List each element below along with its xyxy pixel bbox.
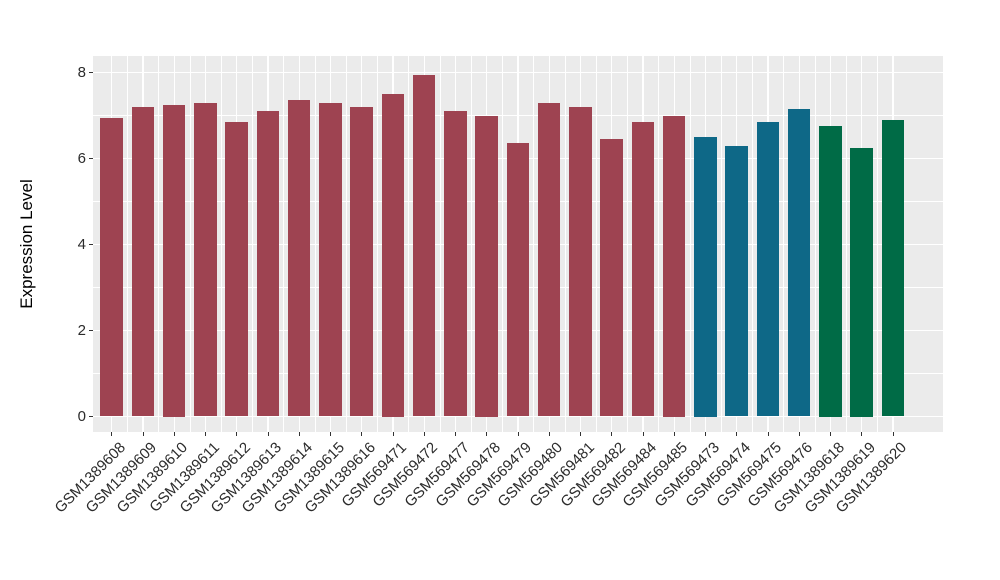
bar-GSM1389612 (225, 121, 248, 417)
x-axis-tick-mark (330, 432, 331, 436)
bar-GSM569476 (787, 109, 811, 417)
y-tick-label: 8 (77, 63, 86, 81)
plot-panel (93, 56, 943, 432)
x-axis-tick-mark (205, 432, 206, 436)
x-axis-tick-mark (548, 432, 550, 436)
bar-GSM569474 (725, 145, 748, 417)
x-axis-tick-mark (830, 432, 831, 436)
bar-GSM569479 (506, 143, 530, 417)
bar-GSM1389618 (819, 126, 842, 417)
bar-GSM1389614 (287, 100, 311, 417)
y-axis-tick-mark (89, 244, 93, 245)
bar-GSM569482 (600, 139, 623, 417)
x-axis-tick-mark (486, 432, 488, 436)
x-axis-tick-mark (642, 432, 644, 436)
bar-GSM1389613 (256, 111, 280, 417)
bar-GSM1389609 (131, 106, 155, 417)
bar-GSM1389619 (850, 147, 873, 417)
bar-GSM1389611 (194, 102, 217, 417)
x-axis-tick-mark (611, 432, 613, 436)
x-axis-tick-mark (861, 432, 863, 436)
x-axis-tick-mark (361, 432, 363, 436)
bar-GSM569473 (694, 137, 717, 417)
x-axis-tick-mark (173, 432, 175, 436)
bar-GSM569484 (631, 121, 655, 417)
x-axis-tick-mark (455, 432, 456, 436)
y-axis-tick-mark (89, 416, 93, 417)
y-tick-label: 0 (77, 407, 86, 425)
x-axis-tick-mark (298, 432, 300, 436)
x-axis-tick-mark (142, 432, 144, 436)
x-axis-tick-mark (798, 432, 800, 436)
bar-GSM1389608 (100, 117, 123, 417)
bar-GSM569481 (569, 106, 592, 417)
x-axis-tick-mark (111, 432, 113, 436)
x-axis-tick-mark (392, 432, 394, 436)
bar-GSM569475 (756, 121, 780, 417)
bar-GSM1389620 (881, 119, 905, 417)
bar-GSM569485 (662, 115, 686, 417)
x-axis-tick-mark (892, 432, 894, 436)
bar-GSM569480 (537, 102, 561, 417)
bar-GSM1389615 (319, 102, 342, 417)
x-axis-tick-mark (423, 432, 425, 436)
x-axis-tick-mark (267, 432, 269, 436)
y-tick-label: 6 (77, 149, 86, 167)
bar-GSM569477 (444, 111, 467, 417)
bar-GSM569478 (475, 115, 498, 417)
x-axis-tick-mark (767, 432, 769, 436)
y-axis-tick-mark (89, 72, 93, 73)
x-axis-tick-mark (517, 432, 519, 436)
bar-GSM1389616 (350, 106, 373, 417)
x-axis-tick-mark (705, 432, 706, 436)
x-axis-tick-mark (580, 432, 581, 436)
x-axis-tick-mark (673, 432, 675, 436)
y-axis-tick-mark (89, 330, 93, 331)
y-tick-label: 4 (77, 235, 86, 253)
x-axis-tick-mark (736, 432, 738, 436)
x-axis-tick-mark (236, 432, 238, 436)
bar-GSM569472 (412, 74, 436, 417)
y-axis-tick-mark (89, 158, 93, 159)
bar-GSM1389610 (162, 104, 186, 417)
y-tick-label: 2 (77, 321, 86, 339)
bar-GSM569471 (381, 94, 405, 417)
